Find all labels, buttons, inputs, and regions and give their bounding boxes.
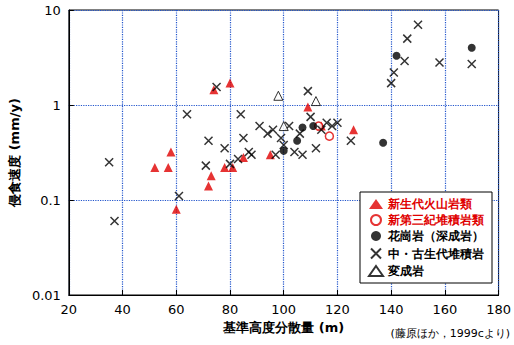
- svg-text:0.1: 0.1: [40, 193, 61, 208]
- svg-text:変成岩: 変成岩: [387, 264, 424, 278]
- svg-text:40: 40: [114, 302, 131, 317]
- svg-text:1: 1: [53, 98, 61, 113]
- svg-text:侵食速度 (mm/y): 侵食速度 (mm/y): [7, 98, 22, 208]
- svg-text:新第三紀堆積岩類: 新第三紀堆積岩類: [387, 213, 484, 227]
- svg-text:基準高度分散量 (m): 基準高度分散量 (m): [222, 320, 344, 335]
- svg-text:中・古生代堆積岩: 中・古生代堆積岩: [388, 247, 484, 261]
- svg-text:新生代火山岩類: 新生代火山岩類: [387, 197, 472, 211]
- svg-text:(藤原ほか，1999cより): (藤原ほか，1999cより): [390, 327, 510, 340]
- svg-text:160: 160: [432, 302, 457, 317]
- svg-text:20: 20: [61, 302, 78, 317]
- svg-text:10: 10: [44, 3, 61, 18]
- svg-text:120: 120: [325, 302, 350, 317]
- svg-text:100: 100: [271, 302, 296, 317]
- svg-text:60: 60: [168, 302, 185, 317]
- svg-text:80: 80: [222, 302, 239, 317]
- svg-text:花崗岩（深成岩）: 花崗岩（深成岩）: [387, 229, 484, 243]
- svg-text:140: 140: [379, 302, 404, 317]
- svg-text:0.01: 0.01: [32, 288, 61, 303]
- svg-text:180: 180: [486, 302, 511, 317]
